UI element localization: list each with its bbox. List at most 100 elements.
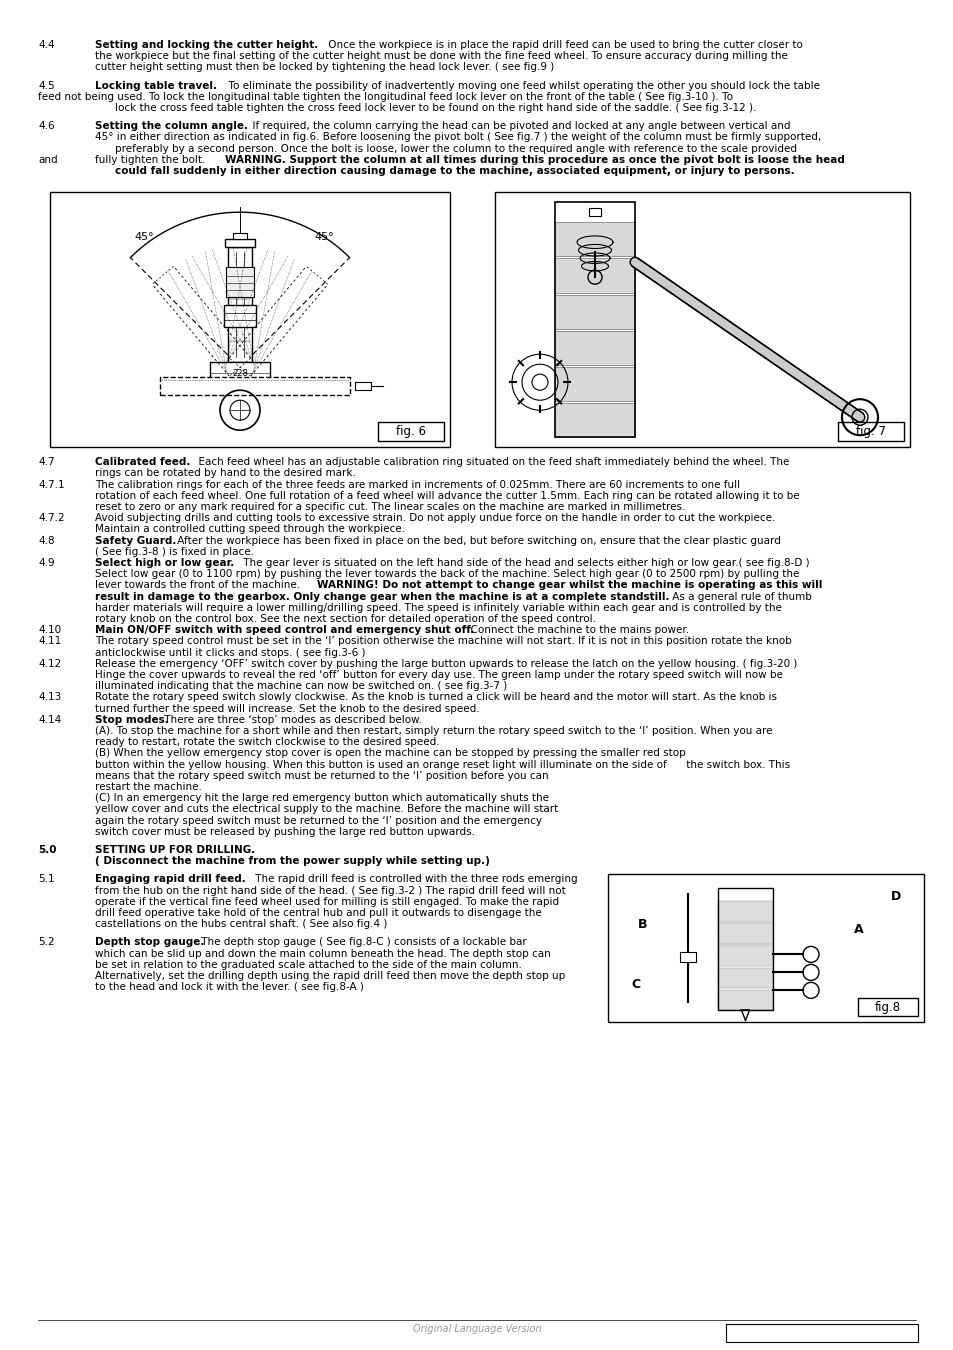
Text: harder materials will require a lower milling/drilling speed. The speed is infin: harder materials will require a lower mi… xyxy=(95,603,781,613)
Bar xyxy=(718,990,772,1010)
Text: If required, the column carrying the head can be pivoted and locked at any angle: If required, the column carrying the hea… xyxy=(246,122,790,131)
Text: The rotary speed control must be set in the ‘I’ position otherwise the machine w: The rotary speed control must be set in … xyxy=(95,636,791,647)
FancyBboxPatch shape xyxy=(160,377,350,396)
Text: 4.13: 4.13 xyxy=(38,693,61,702)
Text: 4.7.2: 4.7.2 xyxy=(38,513,65,524)
Text: Maintain a controlled cutting speed through the workpiece.: Maintain a controlled cutting speed thro… xyxy=(95,524,405,535)
Text: Release the emergency ‘OFF’ switch cover by pushing the large button upwards to : Release the emergency ‘OFF’ switch cover… xyxy=(95,659,797,668)
Bar xyxy=(588,208,600,216)
Text: SM2502   Issue: 2 - 17/12/09: SM2502 Issue: 2 - 17/12/09 xyxy=(751,1328,891,1338)
Text: switch cover must be released by pushing the large red button upwards.: switch cover must be released by pushing… xyxy=(95,826,475,837)
Text: WARNING! Do not attempt to change gear whilst the machine is operating as this w: WARNING! Do not attempt to change gear w… xyxy=(316,580,821,590)
Text: A: A xyxy=(853,923,862,936)
Text: 5.1: 5.1 xyxy=(38,875,54,884)
Text: 45° in either direction as indicated in fig.6. Before loosening the pivot bolt (: 45° in either direction as indicated in … xyxy=(95,132,821,142)
Text: again the rotary speed switch must be returned to the ‘I’ position and the emerg: again the rotary speed switch must be re… xyxy=(95,815,541,826)
Bar xyxy=(555,367,635,401)
Text: which can be slid up and down the main column beneath the head. The depth stop c: which can be slid up and down the main c… xyxy=(95,949,550,958)
Text: Safety Guard.: Safety Guard. xyxy=(95,536,176,545)
Bar xyxy=(233,234,247,239)
Text: lever towards the front of the machine.: lever towards the front of the machine. xyxy=(95,580,306,590)
Text: WARNING. Support the column at all times during this procedure as once the pivot: WARNING. Support the column at all times… xyxy=(225,155,844,165)
Text: result in damage to the gearbox. Only change gear when the machine is at a compl: result in damage to the gearbox. Only ch… xyxy=(95,591,669,602)
Text: yellow cover and cuts the electrical supply to the machine. Before the machine w: yellow cover and cuts the electrical sup… xyxy=(95,805,558,814)
Text: 4.4: 4.4 xyxy=(38,40,54,50)
Text: Rotate the rotary speed switch slowly clockwise. As the knob is turned a click w: Rotate the rotary speed switch slowly cl… xyxy=(95,693,776,702)
Text: to the head and lock it with the lever. ( see fig.8-A ): to the head and lock it with the lever. … xyxy=(95,983,363,992)
Text: feed not being used. To lock the longitudinal table tighten the longitudinal fee: feed not being used. To lock the longitu… xyxy=(38,92,732,101)
Text: cutter height setting must then be locked by tightening the head lock lever. ( s: cutter height setting must then be locke… xyxy=(95,62,554,73)
Text: Setting the column angle.: Setting the column angle. xyxy=(95,122,248,131)
Text: be set in relation to the graduated scale attached to the side of the main colum: be set in relation to the graduated scal… xyxy=(95,960,521,969)
Bar xyxy=(555,331,635,364)
Text: There are three ‘stop’ modes as described below.: There are three ‘stop’ modes as describe… xyxy=(161,714,422,725)
Text: Stop modes.: Stop modes. xyxy=(95,714,169,725)
Bar xyxy=(226,267,253,297)
Text: As a general rule of thumb: As a general rule of thumb xyxy=(668,591,811,602)
Text: 4.8: 4.8 xyxy=(38,536,54,545)
Text: could fall suddenly in either direction causing damage to the machine, associate: could fall suddenly in either direction … xyxy=(115,166,794,176)
Text: (B) When the yellow emergency stop cover is open the machine can be stopped by p: (B) When the yellow emergency stop cover… xyxy=(95,748,685,759)
Text: 228: 228 xyxy=(232,369,248,378)
Bar xyxy=(607,875,923,1022)
Text: To eliminate the possibility of inadvertently moving one feed whilst operating t: To eliminate the possibility of inadvert… xyxy=(222,81,819,90)
Text: Calibrated feed.: Calibrated feed. xyxy=(95,458,191,467)
Text: Setting and locking the cutter height.: Setting and locking the cutter height. xyxy=(95,40,318,50)
Text: C: C xyxy=(631,977,639,991)
Text: After the workpiece has been fixed in place on the bed, but before switching on,: After the workpiece has been fixed in pl… xyxy=(173,536,780,545)
Text: B: B xyxy=(638,918,647,932)
Bar xyxy=(725,1324,917,1342)
Bar xyxy=(225,239,254,247)
Text: preferably by a second person. Once the bolt is loose, lower the column to the r: preferably by a second person. Once the … xyxy=(115,143,796,154)
Bar xyxy=(210,362,270,385)
Bar xyxy=(555,258,635,293)
Text: rotary knob on the control box. See the next section for detailed operation of t: rotary knob on the control box. See the … xyxy=(95,614,596,624)
Text: from the hub on the right hand side of the head. ( See fig.3-2 ) The rapid drill: from the hub on the right hand side of t… xyxy=(95,886,565,895)
Bar xyxy=(555,294,635,329)
Text: 4.7.1: 4.7.1 xyxy=(38,479,65,490)
Text: rotation of each feed wheel. One full rotation of a feed wheel will advance the : rotation of each feed wheel. One full ro… xyxy=(95,491,799,501)
Text: The calibration rings for each of the three feeds are marked in increments of 0.: The calibration rings for each of the th… xyxy=(95,479,740,490)
Bar xyxy=(718,945,772,967)
Text: 45°: 45° xyxy=(134,232,154,242)
Bar xyxy=(837,423,903,441)
Text: illuminated indicating that the machine can now be switched on. ( see fig.3-7 ): illuminated indicating that the machine … xyxy=(95,682,507,691)
Text: 4.10: 4.10 xyxy=(38,625,61,636)
Text: button within the yellow housing. When this button is used an orange reset light: button within the yellow housing. When t… xyxy=(95,760,789,770)
Text: reset to zero or any mark required for a specific cut. The linear scales on the : reset to zero or any mark required for a… xyxy=(95,502,684,512)
Text: castellations on the hubs central shaft. ( See also fig.4 ): castellations on the hubs central shaft.… xyxy=(95,919,387,929)
Text: 5.2: 5.2 xyxy=(38,937,54,948)
Text: the workpiece but the final setting of the cutter height must be done with the f: the workpiece but the final setting of t… xyxy=(95,51,787,61)
Text: and: and xyxy=(38,155,57,165)
Text: fig.8: fig.8 xyxy=(874,1000,901,1014)
Text: 4.14: 4.14 xyxy=(38,714,61,725)
Text: ( Disconnect the machine from the power supply while setting up.): ( Disconnect the machine from the power … xyxy=(95,856,489,867)
Bar xyxy=(228,247,252,362)
Text: Avoid subjecting drills and cutting tools to excessive strain. Do not apply undu: Avoid subjecting drills and cutting tool… xyxy=(95,513,775,524)
Bar xyxy=(718,900,772,922)
Text: Alternatively, set the drilling depth using the rapid drill feed then move the d: Alternatively, set the drilling depth us… xyxy=(95,971,565,981)
Bar xyxy=(377,423,443,441)
Text: rings can be rotated by hand to the desired mark.: rings can be rotated by hand to the desi… xyxy=(95,468,355,478)
Bar xyxy=(718,923,772,944)
Text: Each feed wheel has an adjustable calibration ring situated on the feed shaft im: Each feed wheel has an adjustable calibr… xyxy=(192,458,788,467)
Text: 4.5: 4.5 xyxy=(38,81,54,90)
Text: ( See fig.3-8 ) is fixed in place.: ( See fig.3-8 ) is fixed in place. xyxy=(95,547,253,556)
Text: Select low gear (0 to 1100 rpm) by pushing the lever towards the back of the mac: Select low gear (0 to 1100 rpm) by pushi… xyxy=(95,570,799,579)
Bar xyxy=(50,192,450,447)
Bar xyxy=(679,952,696,963)
Bar xyxy=(224,305,255,327)
Text: fig. 6: fig. 6 xyxy=(395,425,426,439)
Text: fig. 7: fig. 7 xyxy=(855,425,885,439)
Bar xyxy=(555,202,635,437)
Bar xyxy=(555,404,635,437)
Text: Depth stop gauge.: Depth stop gauge. xyxy=(95,937,204,948)
Bar xyxy=(355,382,371,390)
Text: (A). To stop the machine for a short while and then restart, simply return the r: (A). To stop the machine for a short whi… xyxy=(95,726,772,736)
Text: 4.7: 4.7 xyxy=(38,458,54,467)
Text: (C) In an emergency hit the large red emergency button which automatically shuts: (C) In an emergency hit the large red em… xyxy=(95,794,548,803)
Bar xyxy=(718,968,772,988)
Bar xyxy=(857,999,917,1017)
Text: The rapid drill feed is controlled with the three rods emerging: The rapid drill feed is controlled with … xyxy=(252,875,578,884)
Text: D: D xyxy=(890,890,901,903)
